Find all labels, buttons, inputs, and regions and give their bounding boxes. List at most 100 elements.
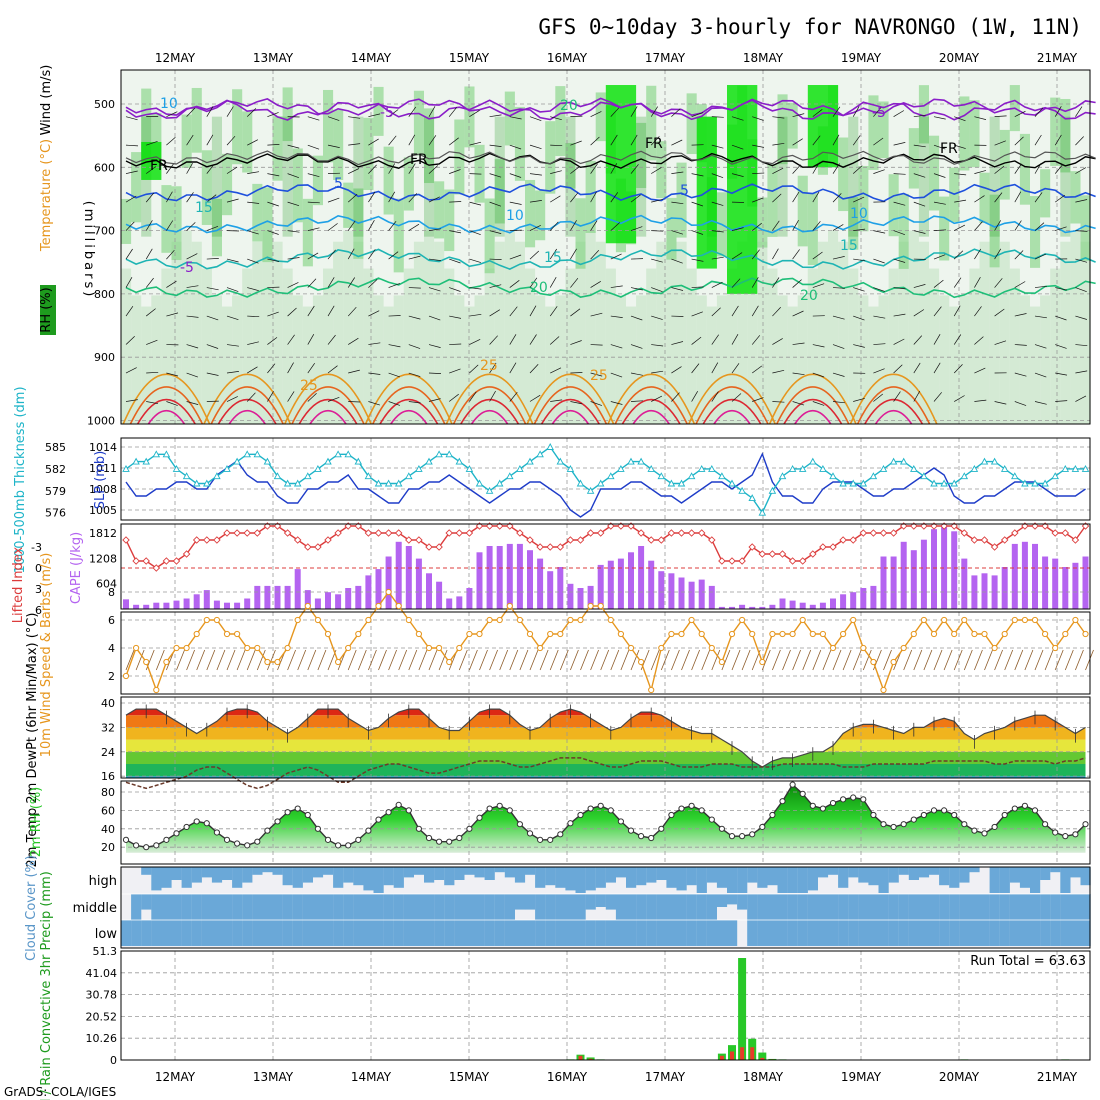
cape-bar: [910, 550, 917, 609]
isotherm-surface-arc: [776, 386, 850, 425]
cape-bar: [759, 606, 766, 609]
wind-speed-point: [486, 616, 493, 624]
cape-bar: [345, 588, 352, 609]
wind-speed-point: [587, 602, 594, 610]
date-label-top: 12MAY: [155, 51, 196, 65]
cloud-cell: [151, 920, 162, 946]
wind-barb: [206, 287, 219, 291]
cloud-cell: [292, 867, 303, 888]
2m-rh-point: [981, 830, 988, 837]
wind-speed-point: [769, 630, 776, 638]
wind-barb: [590, 111, 602, 117]
wind-barb: [873, 107, 882, 117]
pressure-tick-label: 700: [94, 225, 115, 238]
thickness-point: [344, 450, 352, 458]
rh-tick-label: 40: [101, 823, 115, 836]
wind-barb: [953, 334, 962, 345]
wind-barb: [913, 362, 921, 374]
wind-barb: [186, 163, 193, 174]
cloud-cell: [504, 867, 515, 878]
2m-rh-point: [476, 814, 483, 821]
cape-bar: [1011, 543, 1018, 609]
thickness-point: [394, 479, 403, 487]
wind-barb: [146, 140, 158, 146]
cloud-cell: [666, 894, 677, 920]
rh-shade: [777, 94, 788, 165]
rh-shade: [1060, 241, 1071, 424]
wind-speed-point: [1021, 616, 1029, 624]
thickness-point: [142, 457, 150, 465]
2m-rh-point: [698, 807, 705, 814]
wind-barb: [166, 163, 174, 174]
2m-rh-point: [769, 811, 776, 819]
wind-barb: [651, 167, 662, 174]
rh-shade: [868, 95, 879, 170]
wind-barb: [267, 201, 279, 207]
wind-speed-point: [557, 630, 564, 638]
wind-barb: [954, 116, 966, 122]
lifted-index-point: [980, 536, 989, 544]
footer-credit: GrADS: COLA/IGES: [4, 1085, 116, 1099]
wind-barb: [974, 170, 987, 174]
cape-bar: [617, 558, 624, 609]
cape-tick-label: 1812: [89, 527, 117, 540]
pressure-tick-label: 900: [94, 351, 115, 364]
rh-shade: [201, 150, 212, 225]
rh-shade: [151, 295, 162, 424]
cloud-cell: [1019, 894, 1031, 920]
isotherm-surface-arc: [147, 409, 186, 425]
wind-barb: [752, 116, 764, 121]
lifted-index-point: [1051, 529, 1059, 537]
cloud-row-label: low: [95, 927, 118, 942]
cloud-cell: [706, 867, 717, 883]
cloud-cell: [999, 920, 1010, 946]
wind-barb: [307, 201, 320, 204]
wind-barb: [1055, 372, 1068, 376]
surface-wind-barb: [509, 649, 519, 671]
cape-bar: [284, 585, 291, 609]
wind-speed-point: [819, 630, 827, 638]
wind-barb: [792, 372, 805, 376]
wind-barb: [267, 258, 280, 262]
upper-air-frame: [120, 69, 1091, 425]
cape-bar: [314, 598, 321, 609]
2m-rh-point: [557, 831, 564, 838]
rh-tick-label: 80: [101, 786, 115, 799]
cloud-cell: [797, 867, 808, 893]
wind-barb: [247, 230, 259, 235]
wind-barb: [691, 230, 704, 235]
wind-barb: [792, 220, 799, 231]
wind-speed-point: [1031, 616, 1039, 624]
wind-barb: [1075, 344, 1088, 347]
wind-barb: [933, 201, 946, 205]
thickness-slp-frame: [120, 437, 1091, 521]
rh-shade: [656, 141, 667, 199]
isotherm-surface-arc: [379, 398, 439, 425]
rh-shade: [555, 86, 566, 157]
rh-shade: [191, 87, 202, 153]
surface-wind-barb: [943, 649, 953, 671]
wind-barb: [651, 370, 664, 374]
rh-shade: [211, 295, 222, 424]
thickness-point: [182, 472, 191, 480]
cape-bar: [476, 552, 483, 609]
lifted-index-point: [445, 529, 453, 537]
wind-speed-point: [284, 644, 291, 652]
cloud-cell: [535, 867, 546, 888]
cloud-cell: [777, 867, 788, 893]
cloud-cell: [353, 894, 364, 920]
rh-shade: [444, 189, 455, 252]
cloud-row-label: high: [89, 874, 117, 889]
cloud-cell: [312, 867, 324, 878]
surface-wind-barb: [297, 649, 307, 671]
wind-barb: [772, 142, 785, 146]
wind-barb: [206, 344, 219, 349]
rh-shade: [898, 241, 909, 424]
rh-shade: [858, 295, 869, 424]
wind-barb: [570, 401, 583, 405]
thickness-point: [374, 479, 383, 487]
wind-barb: [1014, 401, 1027, 406]
cloud-cell: [353, 867, 364, 886]
wind-barb: [428, 165, 439, 174]
